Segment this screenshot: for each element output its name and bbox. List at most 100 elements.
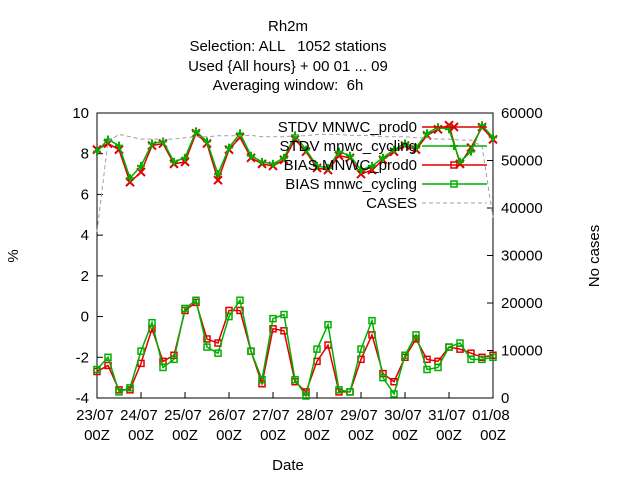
point <box>357 345 365 353</box>
y-tick-label: 0 <box>81 309 89 326</box>
point <box>104 353 112 362</box>
y-tick-label: -4 <box>76 390 89 407</box>
point <box>115 141 123 150</box>
point <box>214 170 222 179</box>
point <box>181 304 189 313</box>
point <box>126 174 134 183</box>
point <box>335 386 343 394</box>
point <box>356 169 366 179</box>
point <box>170 355 178 364</box>
x-tick-label: 26/07 00Z <box>208 407 250 444</box>
legend-label: STDV MNWC_prod0 <box>278 119 417 136</box>
y-tick-label: 10 <box>72 105 89 122</box>
point <box>302 392 310 400</box>
point <box>291 375 299 384</box>
x-tick-label: 24/07 00Z <box>120 407 162 444</box>
point <box>258 157 266 166</box>
point <box>346 151 354 160</box>
point <box>478 121 486 130</box>
chart-subtitle: Averaging window: 6h <box>213 77 364 94</box>
point <box>489 133 497 142</box>
point <box>423 129 431 138</box>
y2-axis-label: No cases <box>586 225 603 288</box>
point <box>489 353 497 362</box>
legend-marker <box>450 142 458 150</box>
point <box>225 312 233 321</box>
point <box>269 325 277 333</box>
chart-subtitle: Selection: ALL 1052 stations <box>189 38 386 55</box>
point <box>269 159 277 168</box>
point <box>379 373 387 382</box>
point <box>335 147 343 156</box>
y-tick-label: -2 <box>76 349 89 366</box>
x-tick-label: 29/07 00Z <box>340 407 382 444</box>
point <box>401 139 409 148</box>
legend-marker <box>449 122 459 132</box>
point <box>269 314 277 323</box>
y-tick-label: 6 <box>81 186 89 203</box>
legend-label: BIAS mnwc_cycling <box>285 176 417 193</box>
series-line <box>96 133 494 232</box>
y2-tick-label: 10000 <box>501 343 543 360</box>
legend-label: CASES <box>366 195 417 212</box>
legend-marker <box>450 180 458 188</box>
chart-title: Rh2m <box>268 18 308 35</box>
point <box>203 343 211 351</box>
point <box>401 351 409 359</box>
point <box>280 310 288 319</box>
point <box>467 355 475 364</box>
x-tick-label: 23/07 00Z <box>76 407 118 444</box>
point <box>379 153 387 162</box>
point <box>93 147 101 156</box>
x-tick-label: 31/07 00Z <box>428 407 470 444</box>
point <box>126 384 134 392</box>
point <box>203 335 211 343</box>
point <box>324 320 332 329</box>
point <box>247 151 255 160</box>
chart-subtitle: Used {All hours} + 00 01 ... 09 <box>188 58 388 75</box>
point <box>390 390 398 398</box>
point <box>137 347 145 355</box>
point <box>115 388 123 396</box>
point <box>445 343 453 351</box>
point <box>390 145 398 154</box>
legend-label: BIAS MNWC_prod0 <box>284 157 417 174</box>
y2-tick-label: 30000 <box>501 248 543 265</box>
y2-tick-label: 50000 <box>501 153 543 170</box>
point <box>258 375 266 384</box>
point <box>412 331 420 339</box>
point <box>313 161 321 170</box>
y2-tick-label: 0 <box>501 390 509 407</box>
point <box>467 147 475 156</box>
y-tick-label: 8 <box>81 146 89 163</box>
x-axis-label: Date <box>272 457 304 474</box>
legend-marker <box>450 161 458 169</box>
point <box>412 143 420 152</box>
point <box>368 316 376 325</box>
point <box>159 363 167 372</box>
point <box>346 388 354 396</box>
point <box>236 296 244 305</box>
x-tick-label: 01/08 00Z <box>472 407 514 444</box>
point <box>170 157 178 166</box>
y-tick-label: 4 <box>81 227 89 244</box>
legend-label: STDV mnwc_cycling <box>279 138 417 155</box>
point <box>247 347 255 355</box>
point <box>192 296 200 305</box>
point <box>181 153 189 162</box>
point <box>214 349 222 357</box>
point <box>225 143 233 152</box>
point <box>444 120 454 130</box>
y-tick-label: 2 <box>81 268 89 285</box>
y2-tick-label: 60000 <box>501 105 543 122</box>
y2-tick-label: 20000 <box>501 295 543 312</box>
point <box>357 166 365 174</box>
point <box>324 163 332 172</box>
x-tick-label: 27/07 00Z <box>252 407 294 444</box>
point <box>302 145 310 154</box>
series-line <box>96 301 494 394</box>
x-tick-label: 30/07 00Z <box>384 407 426 444</box>
point <box>213 175 223 185</box>
point <box>434 363 442 372</box>
